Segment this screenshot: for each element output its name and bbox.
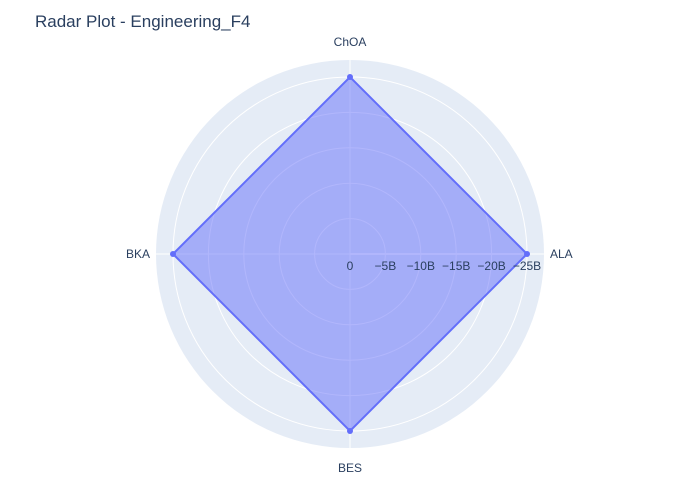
radial-tick-label: −20B — [477, 259, 505, 273]
radial-tick-label: −10B — [407, 259, 435, 273]
axis-label-ala: ALA — [550, 247, 573, 261]
radial-tick-label: −25B — [513, 259, 541, 273]
axis-label-bes: BES — [338, 461, 362, 475]
radial-tick-label: −15B — [442, 259, 470, 273]
chart-title: Radar Plot - Engineering_F4 — [35, 12, 251, 31]
data-point-bes[interactable] — [347, 428, 353, 434]
axis-label-bka: BKA — [126, 247, 150, 261]
data-point-bka[interactable] — [170, 251, 176, 257]
radial-tick-label: −5B — [375, 259, 397, 273]
radial-tick-label: 0 — [347, 259, 354, 273]
axis-label-choa: ChOA — [334, 35, 367, 49]
data-point-ala[interactable] — [524, 251, 530, 257]
data-point-choa[interactable] — [347, 74, 353, 80]
